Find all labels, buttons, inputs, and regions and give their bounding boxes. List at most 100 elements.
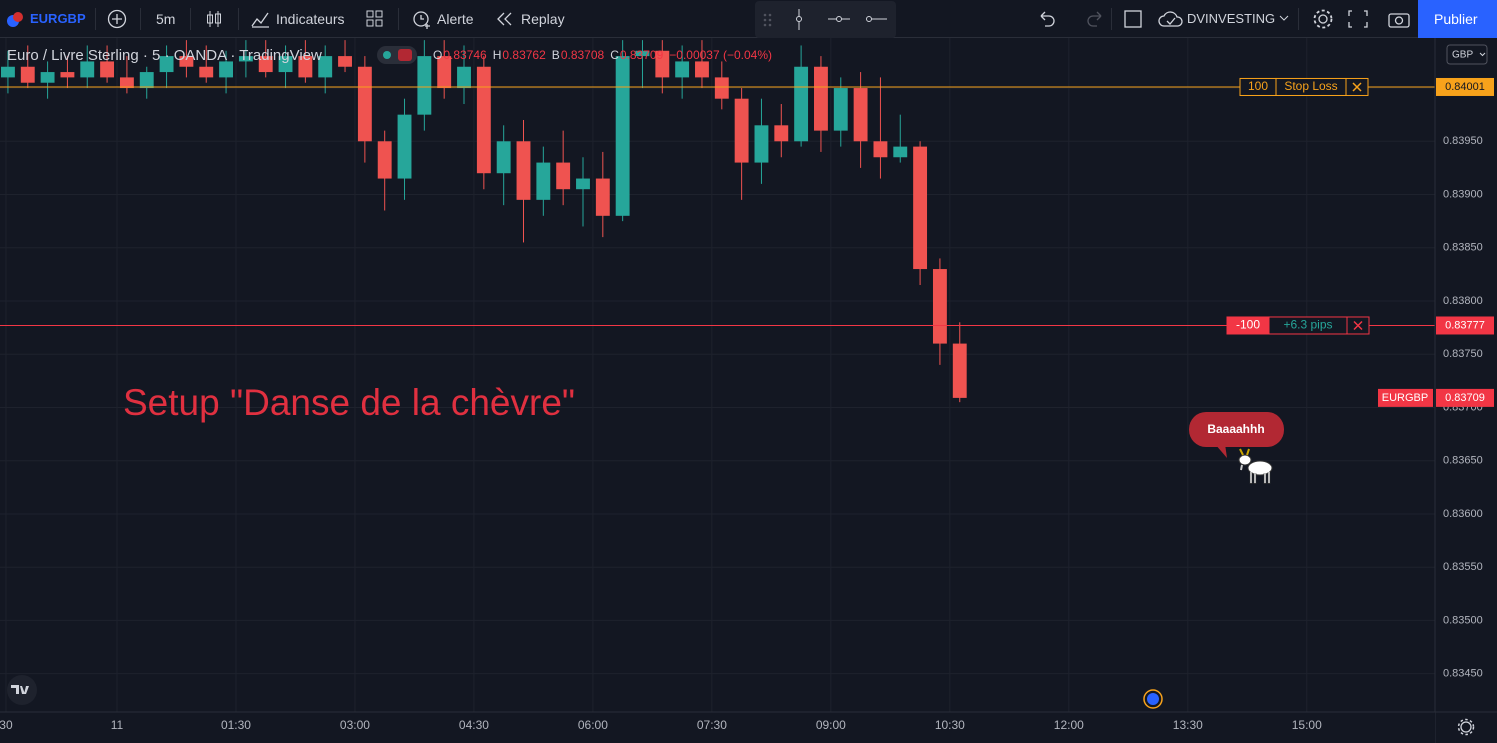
candle-body <box>0 66 15 78</box>
interval[interactable]: 5m <box>156 11 176 27</box>
y-tick-label: 0.83800 <box>1443 295 1483 307</box>
candle-body <box>675 61 690 78</box>
indicator-icon[interactable] <box>250 9 270 29</box>
x-tick-label: 12:00 <box>1054 718 1084 732</box>
candle-body <box>476 66 491 174</box>
window-icon[interactable] <box>1124 10 1142 28</box>
candle-body <box>258 56 273 73</box>
candle-body <box>159 56 174 73</box>
candle-body <box>576 178 590 190</box>
legend-flag <box>398 49 412 61</box>
candle-body <box>893 146 908 158</box>
legend-c: C <box>610 48 619 62</box>
y-tick-label: 0.83850 <box>1443 242 1483 254</box>
candle-body <box>615 56 630 216</box>
annotation: Setup "Danse de la chèvre" <box>123 382 575 423</box>
indicators-button[interactable]: Indicateurs <box>276 11 345 27</box>
candle-body <box>734 98 749 163</box>
candle-body <box>437 56 452 89</box>
undo-redo[interactable] <box>1037 10 1107 28</box>
separator <box>238 8 239 30</box>
candle-body <box>853 88 868 142</box>
toolbar: EURGBP 5m Indicateurs Alerte Replay DVIN… <box>0 0 1497 38</box>
candle-body <box>814 66 828 131</box>
plot-bg <box>0 38 1435 712</box>
legend-open: 0.83746 <box>443 48 487 62</box>
y-tick-label: 0.83600 <box>1443 508 1483 520</box>
chart: 0.83450 0.83500 0.83550 0.83600 0.83650 0.837… <box>0 38 1497 743</box>
replay-icon[interactable] <box>497 12 513 26</box>
symbol[interactable]: EURGBP <box>30 11 86 26</box>
legend-change: −0.00037 (−0.04%) <box>669 48 772 62</box>
event-icon[interactable] <box>1143 689 1163 709</box>
candle-body <box>417 56 432 115</box>
replay-button[interactable]: Replay <box>521 11 565 27</box>
add-icon[interactable] <box>107 9 127 29</box>
candle-body <box>714 77 729 99</box>
candle-body <box>238 56 253 62</box>
candle-body <box>357 66 372 142</box>
position-price-bg <box>1436 316 1494 335</box>
stop_loss-close[interactable] <box>1352 82 1362 92</box>
candle-body <box>219 61 233 78</box>
user-name[interactable]: DVINVESTING <box>1187 11 1276 26</box>
candle-body <box>80 61 95 78</box>
publish-label[interactable]: Publier <box>1434 11 1478 27</box>
candle-body <box>40 72 55 83</box>
legend-high: 0.83762 <box>502 48 546 62</box>
alert-button[interactable]: Alerte <box>437 11 474 27</box>
x-tick-label: 10:30 <box>935 718 965 732</box>
candle-body <box>655 50 670 78</box>
settings-icon[interactable] <box>1457 718 1475 736</box>
candle-body <box>139 72 154 89</box>
layout-icon[interactable] <box>366 10 384 28</box>
candle-body <box>556 162 571 190</box>
x-tick-label: 30 <box>0 718 13 732</box>
candle-body <box>20 66 35 83</box>
candle-body <box>397 114 412 179</box>
right-icons[interactable] <box>1312 8 1432 30</box>
stop_loss-label: Stop Loss <box>1284 79 1337 93</box>
position-price: 0.83777 <box>1445 319 1485 331</box>
separator <box>1298 8 1299 30</box>
alert-icon[interactable] <box>411 8 433 30</box>
position-close[interactable] <box>1353 320 1363 331</box>
drawing-tools[interactable] <box>755 1 896 38</box>
separator <box>190 8 191 30</box>
candle-body <box>536 162 551 200</box>
candle-body <box>913 146 928 270</box>
currency-box[interactable] <box>1446 44 1488 65</box>
y-tick-label: 0.83550 <box>1443 561 1483 573</box>
speech-bubble <box>1189 412 1284 458</box>
candle-body <box>199 66 214 78</box>
candle-body <box>754 125 769 163</box>
legend-low: 0.83708 <box>561 48 605 62</box>
cloud-icon[interactable] <box>1158 10 1184 28</box>
chevron[interactable] <box>1279 14 1289 22</box>
separator <box>95 8 96 30</box>
y-tick-label: 0.83500 <box>1443 614 1483 626</box>
tv-logo <box>7 675 37 705</box>
currency[interactable]: GBP <box>1452 50 1473 61</box>
stop_loss-label-bg <box>1275 77 1347 96</box>
candle-body <box>833 88 848 131</box>
candle-icon[interactable] <box>204 9 224 29</box>
time-axis-bg <box>0 712 1435 743</box>
x-tick-label: 01:30 <box>221 718 251 732</box>
legend-close: 0.83709 <box>620 48 664 62</box>
x-tick-label: 09:00 <box>816 718 846 732</box>
candle-body <box>179 56 194 67</box>
publish-button[interactable]: Publier <box>1418 0 1497 38</box>
legend-title: Euro / Livre Sterling · 5 · OANDA · Trad… <box>7 47 322 64</box>
candle-body <box>635 50 650 57</box>
y-tick-label: 0.83650 <box>1443 455 1483 467</box>
candle-body <box>695 61 709 78</box>
symbol-icon <box>7 12 23 27</box>
position-qty: -100 <box>1236 318 1260 332</box>
candle-body <box>338 56 352 67</box>
last-symbol-bg <box>1378 388 1433 407</box>
legend-o: O <box>433 48 442 62</box>
stop_loss-price-bg <box>1436 77 1494 96</box>
last-symbol: EURGBP <box>1382 392 1428 404</box>
